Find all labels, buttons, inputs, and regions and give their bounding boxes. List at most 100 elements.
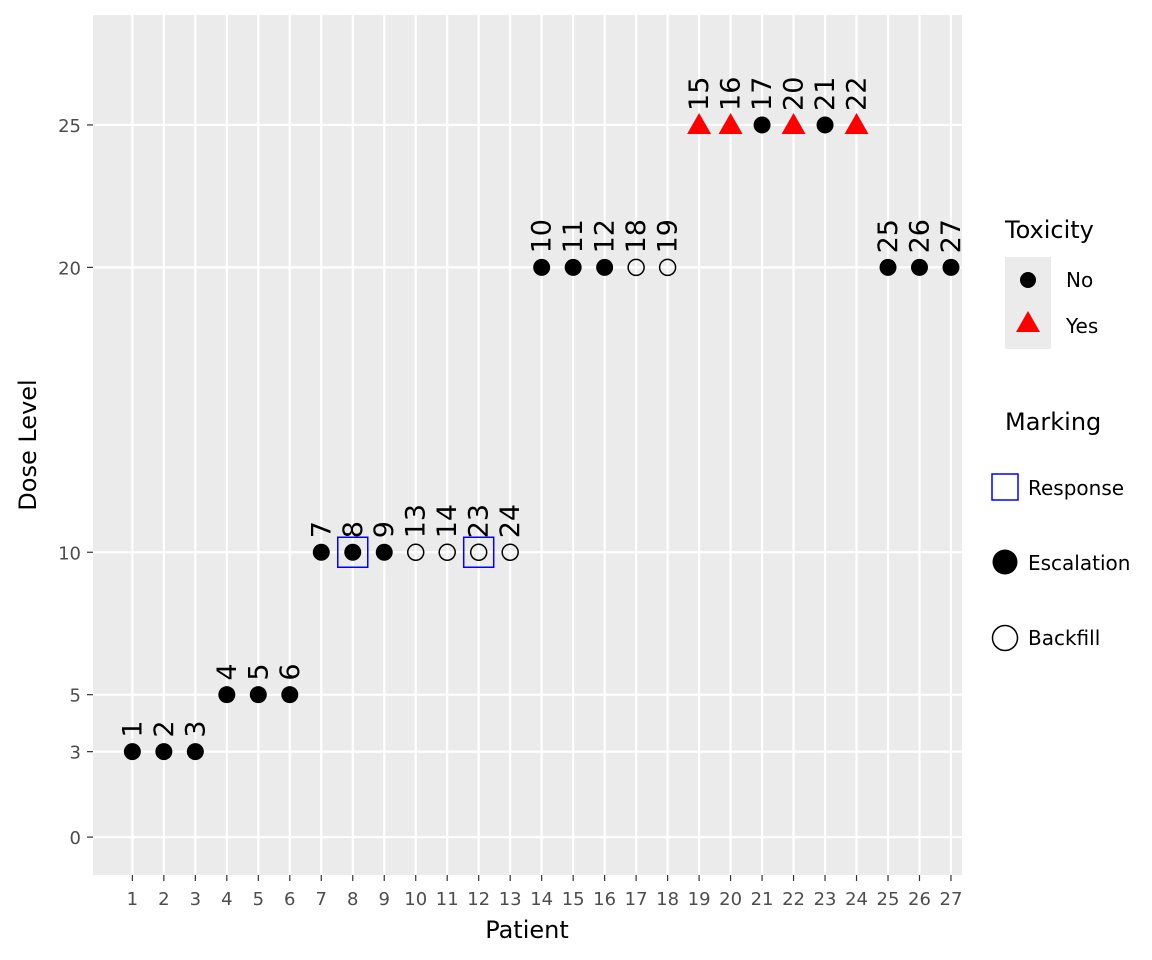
y-tick-label: 25 xyxy=(58,116,81,137)
escalation-point xyxy=(942,258,960,276)
point-label: 5 xyxy=(243,663,274,680)
point-label: 8 xyxy=(338,521,369,538)
y-tick-label: 20 xyxy=(58,258,81,279)
escalation-point xyxy=(218,686,236,704)
x-tick-label: 7 xyxy=(316,889,327,910)
x-tick-label: 22 xyxy=(782,889,805,910)
point-label: 23 xyxy=(464,504,495,538)
backfill-point xyxy=(406,543,425,562)
x-tick-label: 19 xyxy=(688,889,711,910)
x-tick-label: 8 xyxy=(347,889,358,910)
y-axis-ticks: 0 3 5 10 20 25 xyxy=(58,116,93,849)
point-label: 17 xyxy=(747,77,778,111)
point-label: 14 xyxy=(432,504,463,538)
escalation-point xyxy=(186,743,204,761)
point-label: 2 xyxy=(149,720,180,737)
point-label: 12 xyxy=(590,219,621,253)
y-axis-title: Dose Level xyxy=(14,379,42,510)
legend-backfill-circle-icon xyxy=(991,624,1019,652)
plot-panel xyxy=(93,15,962,875)
escalation-point xyxy=(879,258,897,276)
legend-toxicity-title: Toxicity xyxy=(1004,216,1094,244)
y-tick-label: 0 xyxy=(70,828,81,849)
point-label: 4 xyxy=(212,663,243,680)
gridlines xyxy=(93,15,962,875)
point-label: 22 xyxy=(842,77,873,111)
legend-marking-response: Response xyxy=(1028,476,1124,500)
escalation-point xyxy=(312,543,330,561)
response-marker xyxy=(337,536,369,569)
x-tick-label: 14 xyxy=(530,889,553,910)
point-label: 10 xyxy=(527,219,558,253)
escalation-point xyxy=(281,686,299,704)
x-tick-label: 6 xyxy=(284,889,295,910)
escalation-point xyxy=(564,258,582,276)
x-tick-label: 23 xyxy=(814,889,837,910)
legend-toxicity-yes: Yes xyxy=(1065,314,1098,338)
x-tick-label: 15 xyxy=(562,889,585,910)
x-tick-label: 2 xyxy=(158,889,169,910)
escalation-point xyxy=(344,543,362,561)
x-tick-label: 10 xyxy=(404,889,427,910)
legend-marking-title: Marking xyxy=(1005,408,1101,436)
x-tick-label: 17 xyxy=(625,889,648,910)
x-tick-label: 18 xyxy=(656,889,679,910)
legend-key-background xyxy=(1005,257,1051,349)
x-tick-label: 26 xyxy=(908,889,931,910)
point-label: 13 xyxy=(401,504,432,538)
backfill-point xyxy=(501,543,519,562)
escalation-point xyxy=(155,743,173,761)
x-tick-label: 20 xyxy=(719,889,742,910)
backfill-point xyxy=(658,258,677,277)
point-label: 19 xyxy=(653,219,684,253)
point-label: 1 xyxy=(117,720,148,737)
escalation-point xyxy=(910,258,928,276)
x-tick-label: 13 xyxy=(499,889,522,910)
backfill-point xyxy=(627,258,645,277)
toxicity-triangle-point xyxy=(781,112,806,134)
legend-yes-triangle-icon xyxy=(1016,311,1040,332)
point-label: 6 xyxy=(275,663,306,680)
point-label: 21 xyxy=(810,77,841,111)
point-label: 25 xyxy=(873,219,904,253)
x-axis-ticks: 1 2 3 4 5 6 7 8 9 10 11 12 13 14 15 16 17 18 19 20 21 22 23 24 2… xyxy=(127,875,963,910)
x-tick-label: 24 xyxy=(845,889,868,910)
point-label: 16 xyxy=(716,77,747,111)
point-label: 20 xyxy=(779,77,810,111)
escalation-point xyxy=(249,686,267,704)
backfill-point xyxy=(469,543,488,562)
escalation-point xyxy=(123,743,141,761)
toxicity-triangle-point xyxy=(844,112,869,134)
x-tick-label: 5 xyxy=(253,889,264,910)
point-label: 26 xyxy=(904,219,935,253)
backfill-point xyxy=(438,543,456,562)
x-tick-label: 25 xyxy=(877,889,900,910)
x-tick-label: 12 xyxy=(467,889,490,910)
x-tick-label: 16 xyxy=(593,889,616,910)
x-tick-label: 21 xyxy=(751,889,774,910)
legend-toxicity: Toxicity No Yes xyxy=(1004,216,1098,349)
x-axis-title: Patient xyxy=(485,916,569,944)
x-tick-label: 4 xyxy=(221,889,232,910)
escalation-point xyxy=(533,258,551,276)
point-label: 11 xyxy=(558,219,589,253)
x-tick-label: 9 xyxy=(379,889,390,910)
point-label: 7 xyxy=(306,521,337,538)
point-label: 24 xyxy=(495,504,526,538)
x-tick-label: 27 xyxy=(940,889,963,910)
legend-marking-backfill: Backfill xyxy=(1028,626,1100,650)
legend-toxicity-no: No xyxy=(1066,268,1093,292)
legend-no-circle-icon xyxy=(1020,272,1036,288)
point-label: 15 xyxy=(684,77,715,111)
y-tick-label: 5 xyxy=(70,686,81,707)
response-marker xyxy=(462,536,495,569)
legend-marking: Marking Response Escalation Backfill xyxy=(991,408,1130,652)
legend-marking-escalation: Escalation xyxy=(1028,551,1130,575)
legend-escalation-circle-icon xyxy=(992,549,1018,575)
escalation-point xyxy=(375,543,393,561)
x-tick-label: 3 xyxy=(190,889,201,910)
point-label: 27 xyxy=(936,219,967,253)
toxicity-triangle-point xyxy=(687,112,712,134)
